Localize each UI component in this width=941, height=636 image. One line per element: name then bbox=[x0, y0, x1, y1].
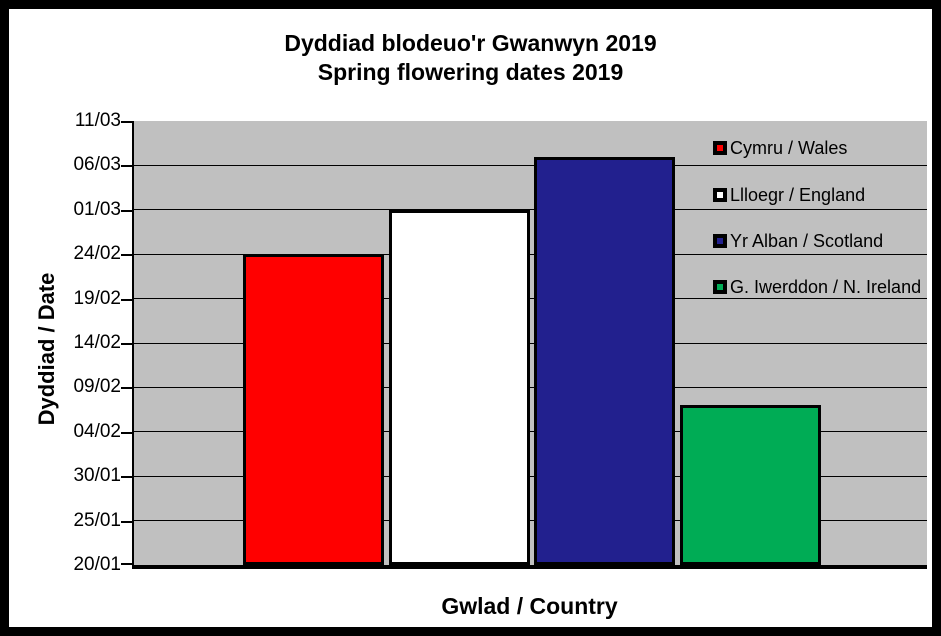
y-tick-label-24-02: 24/02 bbox=[73, 243, 121, 265]
y-tick-label-25-01: 25/01 bbox=[73, 509, 121, 531]
y-tick-label-19-02: 19/02 bbox=[73, 287, 121, 309]
y-tick-label-14-02: 14/02 bbox=[73, 332, 121, 353]
y-tick-30-01 bbox=[121, 476, 132, 479]
gridline-30-01 bbox=[134, 475, 927, 477]
gridline-25-01 bbox=[134, 520, 927, 522]
legend-row-england: Llloegr / England bbox=[713, 185, 865, 205]
legend-row-n-ireland: G. Iwerddon / N. Ireland bbox=[713, 277, 921, 297]
legend-row-scotland: Yr Alban / Scotland bbox=[713, 231, 883, 251]
legend-marker-wales bbox=[713, 141, 727, 155]
x-axis-title: Gwlad / Country bbox=[441, 593, 618, 619]
chart-title-line1: Dyddiad blodeuo'r Gwanwyn 2019 bbox=[284, 30, 657, 56]
bar-cymru-wales bbox=[243, 254, 384, 565]
legend-label-scotland: Yr Alban / Scotland bbox=[730, 231, 884, 251]
legend-row-wales: Cymru / Wales bbox=[713, 138, 847, 158]
y-tick-label-09-02: 09/02 bbox=[73, 376, 121, 398]
plot-area bbox=[121, 121, 927, 569]
y-tick-label-01-03: 01/03 bbox=[73, 198, 121, 220]
gridline-01-03 bbox=[134, 209, 927, 211]
legend-label-england: Llloegr / England bbox=[730, 185, 866, 205]
y-tick-04-02 bbox=[121, 431, 132, 434]
gridline-14-02 bbox=[134, 342, 927, 344]
gridline-06-03 bbox=[134, 164, 927, 166]
gridline-04-02 bbox=[134, 431, 927, 433]
y-tick-24-02 bbox=[121, 254, 132, 257]
legend-marker-scotland bbox=[713, 234, 727, 248]
bar-yr-alban-scotland bbox=[534, 156, 675, 565]
gridline-24-02 bbox=[134, 253, 927, 255]
y-tick-label-11-03: 11/03 bbox=[74, 110, 121, 131]
legend-marker-england bbox=[713, 188, 727, 202]
bar-llloegr-england bbox=[388, 209, 530, 565]
gridline-19-02 bbox=[134, 298, 927, 300]
y-tick-09-02 bbox=[121, 387, 132, 390]
gridline-09-02 bbox=[134, 386, 927, 388]
y-tick-label-30-01: 30/01 bbox=[73, 465, 121, 487]
y-tick-label-20-01: 20/01 bbox=[73, 554, 121, 575]
bar-g-iwerddon-n-ireland bbox=[679, 405, 821, 565]
legend-marker-n-ireland bbox=[713, 280, 727, 294]
y-tick-label-06-03: 06/03 bbox=[73, 154, 121, 176]
chart-title-line2: Spring flowering dates 2019 bbox=[317, 59, 624, 85]
y-tick-06-03 bbox=[121, 165, 132, 168]
legend-label-n-ireland: G. Iwerddon / N. Ireland bbox=[730, 277, 922, 297]
y-tick-20-01 bbox=[121, 563, 132, 565]
y-tick-14-02 bbox=[121, 343, 132, 345]
legend-label-wales: Cymru / Wales bbox=[730, 138, 848, 158]
chart-title: Dyddiad blodeuo'r Gwanwyn 2019 Spring fl… bbox=[9, 29, 932, 87]
y-tick-25-01 bbox=[121, 520, 132, 523]
y-tick-01-03 bbox=[121, 209, 132, 212]
y-tick-11-03 bbox=[121, 121, 132, 123]
y-tick-label-04-02: 04/02 bbox=[73, 420, 121, 442]
y-tick-19-02 bbox=[121, 298, 132, 301]
